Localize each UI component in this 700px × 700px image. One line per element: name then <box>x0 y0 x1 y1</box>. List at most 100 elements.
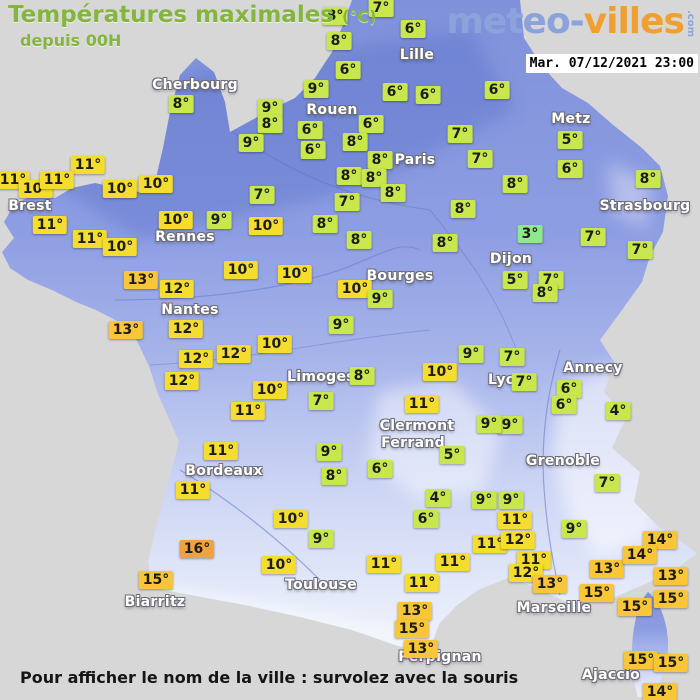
temp-badge[interactable]: 8° <box>168 95 194 113</box>
temp-badge[interactable]: 9° <box>476 415 502 433</box>
temp-badge[interactable]: 11° <box>404 574 440 592</box>
temp-badge[interactable]: 10° <box>223 261 259 279</box>
temp-badge[interactable]: 6° <box>367 460 393 478</box>
temp-badge[interactable]: 6° <box>551 396 577 414</box>
temp-badge[interactable]: 11° <box>39 171 75 189</box>
temp-badge[interactable]: 9° <box>367 290 393 308</box>
temp-badge[interactable]: 8° <box>312 215 338 233</box>
temp-badge[interactable]: 11° <box>70 156 106 174</box>
temp-badge[interactable]: 11° <box>230 402 266 420</box>
temp-badge[interactable]: 7° <box>627 241 653 259</box>
temp-badge[interactable]: 10° <box>337 280 373 298</box>
temp-badge[interactable]: 15° <box>394 620 430 638</box>
temp-badge[interactable]: 8° <box>432 234 458 252</box>
temp-badge[interactable]: 13° <box>532 575 568 593</box>
temp-badge[interactable]: 10° <box>273 510 309 528</box>
temp-badge[interactable]: 8° <box>322 7 348 25</box>
temp-badge[interactable]: 8° <box>361 169 387 187</box>
temp-badge[interactable]: 7° <box>499 348 525 366</box>
temp-badge[interactable]: 9° <box>328 316 354 334</box>
temp-badge[interactable]: 10° <box>261 556 297 574</box>
temp-badge[interactable]: 3° <box>517 225 543 243</box>
temp-badge[interactable]: 7° <box>308 392 334 410</box>
temp-badge[interactable]: 9° <box>308 530 334 548</box>
temp-badge[interactable]: 9° <box>498 491 524 509</box>
temp-badge[interactable]: 13° <box>123 271 159 289</box>
temp-badge[interactable]: 11° <box>175 481 211 499</box>
temp-badge[interactable]: 14° <box>642 683 678 700</box>
temp-badge[interactable]: 9° <box>471 491 497 509</box>
temp-badge[interactable]: 11° <box>497 511 533 529</box>
meteo-villes-logo[interactable]: meteo-villes <box>446 4 685 40</box>
temp-badge[interactable]: 10° <box>422 363 458 381</box>
temp-badge[interactable]: 6° <box>400 20 426 38</box>
temp-badge[interactable]: 6° <box>335 61 361 79</box>
temp-badge[interactable]: 8° <box>532 284 558 302</box>
temp-badge[interactable]: 8° <box>326 32 352 50</box>
temp-badge[interactable]: 8° <box>342 133 368 151</box>
temp-badge[interactable]: 6° <box>556 380 582 398</box>
temp-badge[interactable]: 10° <box>102 238 138 256</box>
temp-badge[interactable]: 12° <box>168 320 204 338</box>
temp-badge[interactable]: 8° <box>336 167 362 185</box>
temp-badge[interactable]: 13° <box>589 560 625 578</box>
temp-badge[interactable]: 7° <box>447 125 473 143</box>
temp-badge[interactable]: 13° <box>653 567 689 585</box>
temp-badge[interactable]: 6° <box>484 81 510 99</box>
temp-badge[interactable]: 11° <box>472 535 508 553</box>
temp-badge[interactable]: 8° <box>321 467 347 485</box>
temp-badge[interactable]: 8° <box>635 170 661 188</box>
temp-badge[interactable]: 4° <box>605 402 631 420</box>
temp-badge[interactable]: 10° <box>158 211 194 229</box>
temp-badge[interactable]: 6° <box>358 115 384 133</box>
temp-badge[interactable]: 13° <box>403 640 439 658</box>
temp-badge[interactable]: 9° <box>303 80 329 98</box>
temp-badge[interactable]: 7° <box>511 373 537 391</box>
temp-badge[interactable]: 7° <box>594 474 620 492</box>
temp-badge[interactable]: 8° <box>349 367 375 385</box>
temp-badge[interactable]: 12° <box>178 350 214 368</box>
temp-badge[interactable]: 12° <box>216 345 252 363</box>
temp-badge[interactable]: 11° <box>366 555 402 573</box>
temp-badge[interactable]: 13° <box>108 321 144 339</box>
temp-badge[interactable]: 11° <box>404 395 440 413</box>
temp-badge[interactable]: 10° <box>138 175 174 193</box>
temp-badge[interactable]: 7° <box>249 186 275 204</box>
temp-badge[interactable]: 13° <box>397 602 433 620</box>
temp-badge[interactable]: 9° <box>497 416 523 434</box>
temp-badge[interactable]: 8° <box>502 175 528 193</box>
temp-badge[interactable]: 12° <box>159 280 195 298</box>
temp-badge[interactable]: 4° <box>425 489 451 507</box>
temp-badge[interactable]: 12° <box>500 531 536 549</box>
temp-badge[interactable]: 10° <box>257 335 293 353</box>
temp-badge[interactable]: 11° <box>435 553 471 571</box>
temp-badge[interactable]: 7° <box>368 0 394 17</box>
temp-badge[interactable]: 9° <box>458 345 484 363</box>
temp-badge[interactable]: 11° <box>203 442 239 460</box>
temp-badge[interactable]: 10° <box>252 381 288 399</box>
temp-badge[interactable]: 6° <box>297 121 323 139</box>
temp-badge[interactable]: 6° <box>413 510 439 528</box>
temp-badge[interactable]: 9° <box>561 520 587 538</box>
temp-badge[interactable]: 16° <box>179 540 215 558</box>
temp-badge[interactable]: 14° <box>642 531 678 549</box>
temp-badge[interactable]: 11° <box>72 230 108 248</box>
temp-badge[interactable]: 8° <box>380 184 406 202</box>
temp-badge[interactable]: 8° <box>450 200 476 218</box>
temp-badge[interactable]: 7° <box>467 150 493 168</box>
temp-badge[interactable]: 15° <box>138 571 174 589</box>
temp-badge[interactable]: 8° <box>346 231 372 249</box>
temp-badge[interactable]: 8° <box>367 151 393 169</box>
temp-badge[interactable]: 9° <box>238 134 264 152</box>
temp-badge[interactable]: 9° <box>316 443 342 461</box>
temp-badge[interactable]: 15° <box>653 590 689 608</box>
temp-badge[interactable]: 15° <box>623 651 659 669</box>
temp-badge[interactable]: 9° <box>206 211 232 229</box>
temp-badge[interactable]: 10° <box>248 217 284 235</box>
temp-badge[interactable]: 5° <box>557 131 583 149</box>
temp-badge[interactable]: 15° <box>617 598 653 616</box>
temp-badge[interactable]: 15° <box>579 584 615 602</box>
temp-badge[interactable]: 6° <box>300 141 326 159</box>
temp-badge[interactable]: 6° <box>382 83 408 101</box>
temp-badge[interactable]: 9° <box>257 99 283 117</box>
